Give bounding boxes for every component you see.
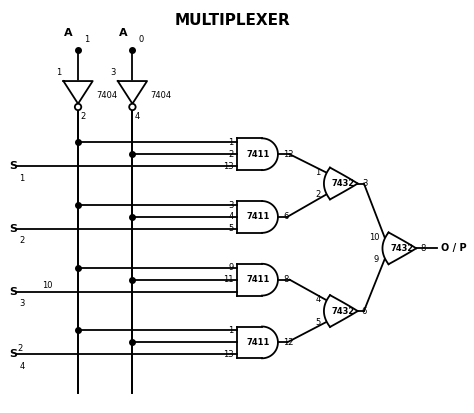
- Text: 7404: 7404: [150, 91, 172, 100]
- Text: 1: 1: [315, 168, 320, 177]
- Text: 0: 0: [139, 35, 144, 44]
- Text: 7432: 7432: [332, 179, 355, 188]
- Polygon shape: [64, 81, 93, 104]
- Text: 2: 2: [80, 112, 85, 121]
- Text: 11: 11: [223, 275, 234, 284]
- Text: 5: 5: [315, 318, 320, 327]
- Text: 2: 2: [19, 236, 25, 245]
- Text: 7411: 7411: [246, 150, 270, 159]
- Text: 4: 4: [135, 112, 140, 121]
- Circle shape: [129, 104, 136, 110]
- Text: A: A: [64, 28, 73, 38]
- Polygon shape: [118, 81, 147, 104]
- Text: 1: 1: [84, 35, 90, 44]
- Circle shape: [75, 104, 81, 110]
- Text: MULTIPLEXER: MULTIPLEXER: [175, 13, 291, 28]
- Text: 9: 9: [374, 255, 379, 264]
- Text: 1: 1: [228, 138, 234, 147]
- Text: 3: 3: [19, 299, 25, 308]
- Text: 10: 10: [43, 281, 53, 290]
- Text: 7411: 7411: [246, 275, 270, 284]
- Text: 7404: 7404: [96, 91, 117, 100]
- Text: 4: 4: [315, 295, 320, 304]
- Text: A: A: [119, 28, 128, 38]
- Text: 12: 12: [283, 150, 293, 159]
- Text: S: S: [9, 349, 17, 359]
- Text: 7411: 7411: [246, 338, 270, 347]
- Text: 6: 6: [362, 306, 367, 316]
- Text: 4: 4: [19, 362, 25, 371]
- Text: S: S: [9, 161, 17, 171]
- Text: 1: 1: [19, 174, 25, 183]
- Text: 13: 13: [223, 350, 234, 359]
- Text: 10: 10: [369, 233, 379, 242]
- Text: 1: 1: [228, 326, 234, 335]
- Text: 6: 6: [283, 212, 288, 221]
- Text: 2: 2: [315, 190, 320, 199]
- Text: 4: 4: [228, 212, 234, 221]
- Text: 5: 5: [228, 224, 234, 233]
- Text: 1: 1: [56, 68, 61, 77]
- Text: S: S: [9, 287, 17, 297]
- Text: 12: 12: [283, 338, 293, 347]
- Text: 3: 3: [228, 201, 234, 209]
- Text: 8: 8: [283, 275, 288, 284]
- Text: 13: 13: [223, 161, 234, 171]
- Text: 2: 2: [228, 150, 234, 159]
- Text: 7432: 7432: [332, 306, 355, 316]
- Text: 2: 2: [18, 344, 23, 353]
- Text: 7432: 7432: [391, 244, 414, 253]
- Text: 3: 3: [362, 179, 367, 188]
- Text: O / P: O / P: [441, 243, 467, 253]
- Text: 9: 9: [228, 263, 234, 272]
- Text: 8: 8: [420, 244, 426, 253]
- Text: 7411: 7411: [246, 212, 270, 221]
- Text: S: S: [9, 224, 17, 234]
- Text: 3: 3: [110, 68, 116, 77]
